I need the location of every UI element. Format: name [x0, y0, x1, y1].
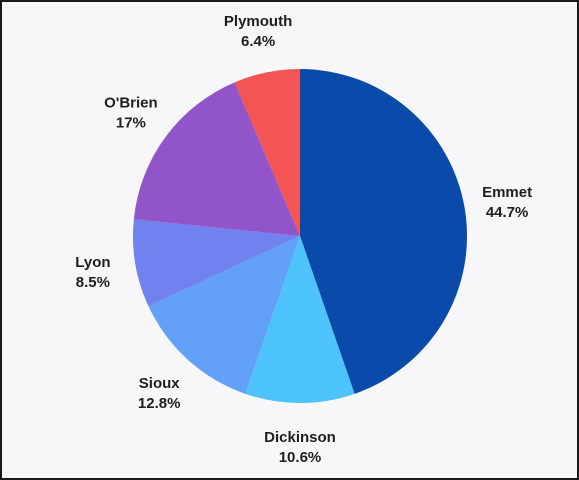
slice-value-dickinson: 10.6% — [279, 449, 322, 466]
slice-value-o-brien: 17% — [116, 115, 146, 132]
slice-label-lyon: Lyon — [75, 254, 110, 271]
slice-label-emmet: Emmet — [482, 184, 532, 201]
pie-labels: Emmet 44.7% Dickinson 10.6% Sioux 12.8% Lyon 8.… — [75, 13, 532, 466]
pie-slice-emmet — [300, 69, 468, 394]
slice-label-o-brien: O'Brien — [104, 95, 158, 112]
pie-slice-dickinson — [245, 236, 355, 404]
pie-slices — [132, 69, 468, 404]
pie-slice-plymouth — [234, 69, 300, 236]
pie-slice-sioux — [148, 236, 300, 394]
slice-label-sioux: Sioux — [139, 375, 180, 392]
slice-label-plymouth: Plymouth — [224, 13, 292, 30]
pie-slice-lyon — [132, 219, 300, 307]
slice-value-emmet: 44.7% — [486, 204, 529, 221]
slice-value-sioux: 12.8% — [138, 395, 181, 412]
slice-value-lyon: 8.5% — [76, 274, 110, 291]
slice-label-dickinson: Dickinson — [264, 429, 336, 446]
slice-value-plymouth: 6.4% — [241, 33, 275, 50]
pie-slice-o-brien — [133, 82, 300, 236]
